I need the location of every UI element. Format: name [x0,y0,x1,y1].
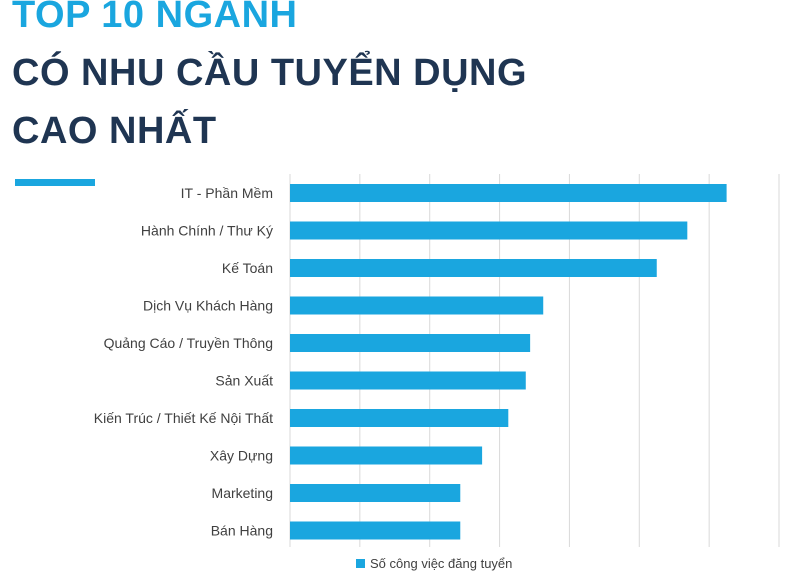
bar [290,521,461,540]
category-label: Sản Xuất [215,373,273,389]
bar [290,409,509,427]
category-label: IT - Phần Mềm [181,185,273,201]
title-line-2: CÓ NHU CẦU TUYỂN DỤNG [12,52,528,94]
category-label: Kiến Trúc / Thiết Kế Nội Thất [94,410,273,426]
title-line-1: TOP 10 NGÀNH [12,0,298,36]
bar [290,259,657,277]
bar [290,484,461,502]
title-accent-rule [15,179,95,186]
title-line-3: CAO NHẤT [12,110,217,152]
bar [290,334,531,352]
legend-label: Số công việc đăng tuyển [370,556,513,571]
bar [290,221,688,240]
category-label: Hành Chính / Thư Ký [141,223,273,239]
category-label: Dịch Vụ Khách Hàng [143,298,273,314]
category-label: Bán Hàng [211,523,273,539]
category-label: Xây Dựng [210,448,273,464]
legend-swatch [356,559,365,568]
category-label: Quảng Cáo / Truyền Thông [104,335,273,351]
bar [290,371,526,390]
bar [290,184,727,202]
bar [290,446,483,465]
bar [290,296,544,315]
chart-legend: Số công việc đăng tuyển [356,556,512,571]
category-label: Marketing [212,485,273,501]
category-label: Kế Toán [222,260,273,276]
